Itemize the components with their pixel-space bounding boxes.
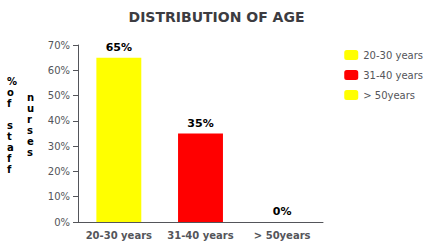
svg-text:o: o [7, 87, 14, 98]
svg-text:f: f [7, 98, 12, 109]
svg-text:> 50years: > 50years [363, 90, 415, 101]
svg-text:31-40 years: 31-40 years [363, 70, 423, 81]
svg-text:s: s [27, 147, 33, 158]
svg-text:> 50years: > 50years [254, 230, 311, 241]
svg-text:10%: 10% [48, 191, 70, 202]
svg-text:70%: 70% [48, 40, 70, 51]
svg-text:20-30 years: 20-30 years [86, 230, 152, 241]
svg-text:s: s [7, 120, 13, 131]
svg-text:40%: 40% [48, 115, 70, 126]
svg-text:50%: 50% [48, 90, 70, 101]
svg-text:20%: 20% [48, 166, 70, 177]
svg-text:n: n [27, 92, 34, 103]
svg-text:35%: 35% [187, 117, 213, 130]
svg-text:f: f [7, 164, 12, 175]
svg-text:r: r [27, 114, 32, 125]
svg-text:20-30 years: 20-30 years [363, 50, 423, 61]
svg-text:u: u [27, 103, 34, 114]
svg-text:0%: 0% [273, 205, 292, 218]
svg-text:0%: 0% [54, 217, 70, 228]
svg-text:t: t [7, 131, 12, 142]
svg-text:DISTRIBUTION OF AGE: DISTRIBUTION OF AGE [129, 9, 305, 25]
svg-text:a: a [7, 142, 14, 153]
svg-text:65%: 65% [106, 41, 132, 54]
svg-text:31-40 years: 31-40 years [167, 230, 233, 241]
svg-text:s: s [27, 125, 33, 136]
svg-text:e: e [27, 136, 34, 147]
svg-text:30%: 30% [48, 141, 70, 152]
svg-text:%: % [7, 76, 17, 87]
svg-text:60%: 60% [48, 65, 70, 76]
svg-text:f: f [7, 153, 12, 164]
